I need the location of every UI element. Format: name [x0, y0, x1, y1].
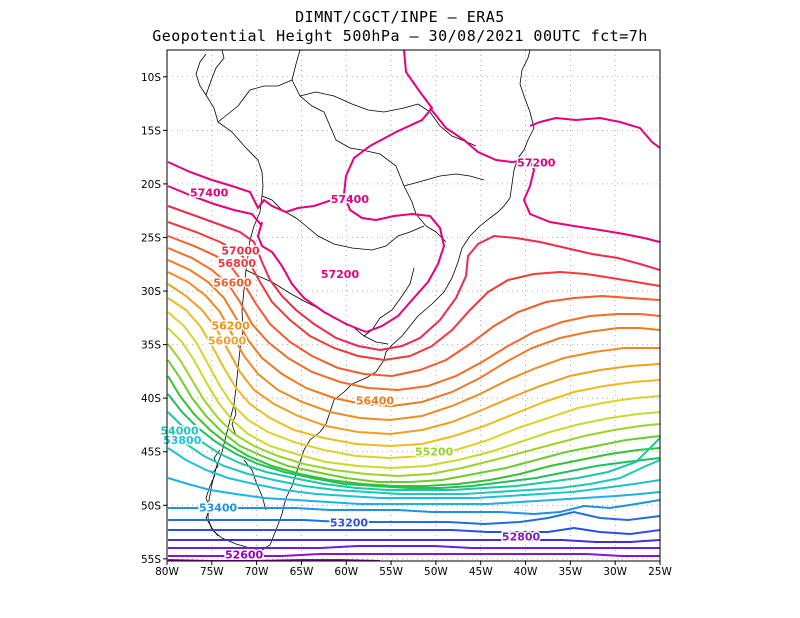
contour-line [429, 107, 660, 243]
contour-label: 56400 [356, 394, 395, 407]
contour-line [167, 393, 660, 489]
contour-line [168, 553, 660, 557]
contour-line [167, 297, 660, 448]
coast-segment [217, 79, 293, 123]
lon-tick-label: 50W [424, 566, 448, 578]
lat-tick-label: 35S [141, 340, 161, 352]
contour-label: 53200 [330, 516, 369, 529]
lat-tick-label: 55S [141, 554, 161, 566]
contour-line [168, 545, 660, 549]
contour-label: 56000 [208, 334, 247, 347]
lon-tick-label: 60W [334, 566, 358, 578]
lat-tick-label: 25S [141, 232, 161, 244]
longitude-axis: 80W 75W 70W 65W 60W 55W 50W 45W 40W 35W 30W 25W [155, 561, 672, 578]
contour-label: 52800 [502, 530, 541, 543]
contour-label: 57200 [517, 156, 556, 169]
contour-line [168, 499, 660, 516]
contour-line [167, 161, 345, 214]
lat-tick-label: 50S [141, 500, 161, 512]
coast-segment [261, 50, 535, 551]
latitude-axis: 10S 15S 20S 25S 30S 35S 40S 45S 50S 55S [141, 72, 167, 566]
contour-label: 57400 [190, 186, 229, 199]
contour-line [167, 259, 660, 408]
lon-tick-label: 35W [558, 566, 582, 578]
contour-label: 57200 [321, 268, 360, 281]
map-frame [166, 49, 661, 562]
contour-lines [167, 50, 660, 561]
contour-line [167, 221, 660, 362]
lon-tick-label: 30W [603, 566, 627, 578]
coast-segment [291, 50, 447, 243]
contour-line [167, 447, 660, 499]
lon-tick-label: 45W [469, 566, 493, 578]
contour-line [167, 205, 660, 352]
contour-line [167, 271, 660, 422]
contour-label: 54000 [160, 424, 199, 437]
contour-line [167, 343, 660, 478]
chart-title-line2: Geopotential Height 500hPa — 30/08/2021 … [152, 27, 648, 45]
lon-tick-label: 75W [200, 566, 224, 578]
contour-line [529, 116, 660, 149]
lon-tick-label: 55W [379, 566, 403, 578]
contour-label: 57400 [331, 193, 370, 206]
contour-line [256, 221, 367, 333]
contour-line [167, 185, 263, 227]
contour-line [167, 375, 660, 487]
lat-tick-label: 40S [141, 393, 161, 405]
coast-segment [403, 173, 485, 187]
lat-tick-label: 10S [141, 72, 161, 84]
contour-line [167, 327, 660, 470]
contour-line [167, 477, 660, 505]
coast-segment [231, 403, 237, 437]
lon-tick-label: 70W [245, 566, 269, 578]
contour-label: 53800 [163, 434, 202, 447]
contour-line [167, 283, 660, 436]
coast-segment [299, 91, 419, 113]
lat-tick-label: 15S [141, 125, 161, 137]
contour-line [167, 235, 660, 378]
contour-line [168, 510, 660, 526]
contour-label: 55200 [415, 446, 454, 459]
contour-line [167, 359, 660, 483]
contour-label: 53400 [199, 501, 238, 514]
lon-tick-label: 25W [648, 566, 672, 578]
chart-title-line1: DIMNT/CGCT/INPE — ERA5 [295, 8, 505, 26]
lat-tick-label: 30S [141, 286, 161, 298]
contour-line [342, 50, 446, 333]
lon-tick-label: 80W [155, 566, 179, 578]
contour-line [167, 429, 660, 495]
lon-tick-label: 65W [290, 566, 314, 578]
lon-tick-label: 40W [514, 566, 538, 578]
contour-label: 57000 [221, 244, 260, 257]
contour-label: 56600 [213, 276, 252, 289]
contour-line [167, 311, 660, 460]
contour-line [167, 411, 660, 491]
lat-tick-label: 45S [141, 447, 161, 459]
contour-line [167, 247, 660, 392]
coast-segment [195, 53, 207, 96]
contour-label: 56200 [212, 319, 251, 332]
lat-tick-label: 20S [141, 179, 161, 191]
contour-label: 52600 [225, 549, 264, 562]
contour-label: 56800 [218, 257, 257, 270]
contour-line [168, 526, 660, 536]
contour-line [168, 539, 660, 543]
